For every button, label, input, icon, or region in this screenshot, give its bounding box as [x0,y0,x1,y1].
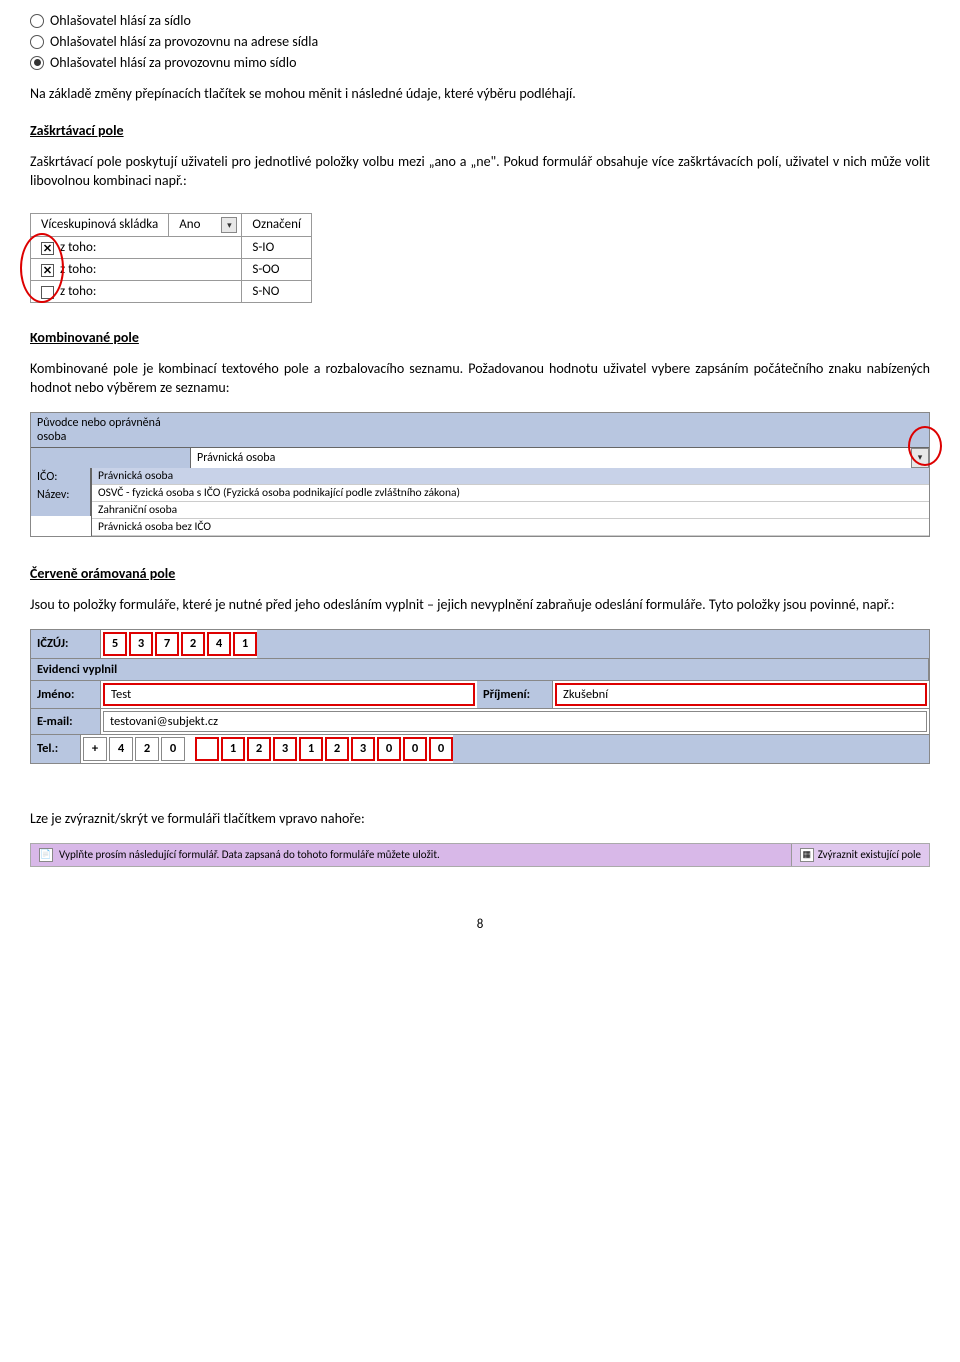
dropdown-arrow-icon[interactable]: ▾ [221,217,237,233]
radio-icon-selected [30,56,44,70]
tel-cell[interactable]: 4 [109,737,133,761]
checkbox-icon [41,286,54,299]
radio-group: Ohlašovatel hlásí za sídlo Ohlašovatel h… [30,12,930,71]
form-label-iczuj: IČZÚJ: [31,630,101,658]
jmeno-input[interactable]: Test [103,683,475,706]
highlight-icon: ▦ [800,848,814,862]
radio-option-2[interactable]: Ohlašovatel hlásí za provozovnu mimo síd… [30,54,930,71]
checkbox-icon-checked [41,264,54,277]
tel-cell[interactable]: 1 [221,737,245,761]
tel-cell[interactable]: 3 [273,737,297,761]
tel-cell[interactable]: 0 [377,737,401,761]
tel-cell[interactable]: 1 [299,737,323,761]
form-label-email: E-mail: [31,709,101,734]
chk-row-0[interactable]: z toho: [31,237,242,259]
iczuj-cell[interactable]: 2 [181,632,205,656]
combo-option-2[interactable]: Zahraniční osoba [92,502,929,519]
form-label-prijmeni: Příjmení: [477,681,553,708]
chk-code-2: S-NO [242,281,312,303]
combo-widget: Původce nebo oprávněná osoba Právnická o… [30,412,930,537]
dropdown-arrow-icon[interactable]: ▾ [911,448,929,468]
heading-checkbox: Zaškrtávací pole [30,122,930,139]
heading-combo: Kombinované pole [30,329,930,346]
combo-header-label: Původce nebo oprávněná osoba [31,413,191,447]
combo-row-label-nazev: Název: [31,486,91,516]
checkbox-table: Víceskupinová skládka Ano ▾ Označení z t… [30,213,312,304]
radio-icon [30,35,44,49]
combo-selected-value[interactable]: Právnická osoba [191,448,911,468]
combo-option-0[interactable]: Právnická osoba [92,468,929,485]
iczuj-cell[interactable]: 3 [129,632,153,656]
toolbar-message: Vyplňte prosím následující formulář. Dat… [59,848,440,861]
email-input[interactable]: testovani@subjekt.cz [103,711,927,732]
chk-code-0: S-IO [242,237,312,259]
tel-cell[interactable]: 2 [135,737,159,761]
highlight-fields-button[interactable]: ▦ Zvýraznit existující pole [791,844,929,866]
chk-row-2[interactable]: z toho: [31,281,242,303]
iczuj-cell[interactable]: 5 [103,632,127,656]
page-number: 8 [30,917,930,932]
form-icon: 📄 [39,848,53,862]
paragraph-combo: Kombinované pole je kombinací textového … [30,360,930,398]
paragraph-highlight: Lze je zvýraznit/skrýt ve formuláři tlač… [30,810,930,829]
radio-option-0[interactable]: Ohlašovatel hlásí za sídlo [30,12,930,29]
combo-option-1[interactable]: OSVČ - fyzická osoba s IČO (Fyzická osob… [92,485,929,502]
chk-header-right: Označení [242,213,312,237]
radio-option-1[interactable]: Ohlašovatel hlásí za provozovnu na adres… [30,33,930,50]
form-label-evidenci: Evidenci vyplnil [31,659,929,680]
iczuj-cells: 5 3 7 2 4 1 [101,630,257,658]
iczuj-cell[interactable]: 1 [233,632,257,656]
tel-cell[interactable] [195,737,219,761]
form-label-jmeno: Jméno: [31,681,101,708]
radio-icon [30,14,44,28]
prijmeni-input[interactable]: Zkušební [555,683,927,706]
tel-cell[interactable]: 0 [161,737,185,761]
chk-row-1[interactable]: z toho: [31,259,242,281]
radio-label: Ohlašovatel hlásí za provozovnu na adres… [50,33,318,50]
iczuj-cell[interactable]: 4 [207,632,231,656]
chk-header-mid: Ano ▾ [169,213,242,237]
tel-cell[interactable]: 0 [429,737,453,761]
chk-code-1: S-OO [242,259,312,281]
tel-cell[interactable]: + [83,737,107,761]
tel-cell[interactable]: 2 [325,737,349,761]
paragraph-radio-note: Na základě změny přepínacích tlačítek se… [30,85,930,104]
radio-label: Ohlašovatel hlásí za sídlo [50,12,191,29]
form-label-tel: Tel.: [31,735,81,763]
tel-cell[interactable]: 2 [247,737,271,761]
combo-option-3[interactable]: Právnická osoba bez IČO [92,519,929,536]
red-bordered-form: IČZÚJ: 5 3 7 2 4 1 Evidenci vyplnil Jmén… [30,629,930,764]
paragraph-checkbox: Zaškrtávací pole poskytují uživateli pro… [30,153,930,191]
tel-cell[interactable]: 0 [403,737,427,761]
highlight-toolbar: 📄 Vyplňte prosím následující formulář. D… [30,843,930,867]
radio-label: Ohlašovatel hlásí za provozovnu mimo síd… [50,54,296,71]
paragraph-red: Jsou to položky formuláře, které je nutn… [30,596,930,615]
checkbox-icon-checked [41,242,54,255]
tel-cells: + 4 2 0 1 2 3 1 2 3 0 0 0 [81,735,453,763]
highlight-button-label: Zvýraznit existující pole [818,848,921,861]
chk-header-left: Víceskupinová skládka [31,213,169,237]
heading-red: Červeně orámovaná pole [30,565,930,582]
iczuj-cell[interactable]: 7 [155,632,179,656]
combo-row-label-ico: IČO: [31,468,91,486]
tel-cell[interactable]: 3 [351,737,375,761]
